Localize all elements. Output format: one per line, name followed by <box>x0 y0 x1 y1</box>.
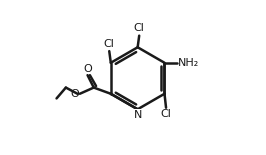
Text: Cl: Cl <box>161 109 172 119</box>
Text: O: O <box>83 64 92 74</box>
Text: NH₂: NH₂ <box>178 58 199 68</box>
Text: Cl: Cl <box>104 39 115 49</box>
Text: N: N <box>134 110 142 120</box>
Text: Cl: Cl <box>134 23 145 33</box>
Text: O: O <box>70 89 79 99</box>
